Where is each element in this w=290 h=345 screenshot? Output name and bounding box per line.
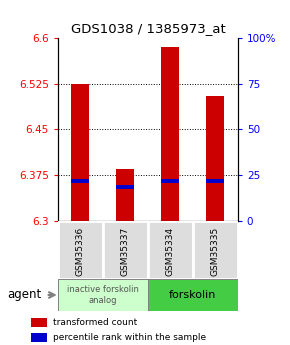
Bar [71,179,89,183]
Bar [193,221,238,279]
Title: GDS1038 / 1385973_at: GDS1038 / 1385973_at [70,22,225,36]
Text: GSM35337: GSM35337 [121,227,130,276]
Bar [117,169,134,221]
Bar [148,279,238,311]
Text: transformed count: transformed count [53,318,137,327]
Bar [161,179,179,183]
Text: GSM35336: GSM35336 [76,227,85,276]
Bar [30,333,46,342]
Bar [71,83,89,221]
Bar [103,221,148,279]
Text: GSM35334: GSM35334 [166,227,175,276]
Bar [58,221,103,279]
Bar [148,221,193,279]
Text: inactive forskolin
analog: inactive forskolin analog [67,285,139,305]
Bar [206,96,224,221]
Text: percentile rank within the sample: percentile rank within the sample [53,333,206,342]
Bar [30,318,46,327]
Bar [117,185,134,189]
Text: forskolin: forskolin [169,290,217,300]
Bar [58,279,148,311]
Text: agent: agent [7,288,41,302]
Text: GSM35335: GSM35335 [211,227,220,276]
Bar [161,47,179,221]
Bar [206,179,224,183]
